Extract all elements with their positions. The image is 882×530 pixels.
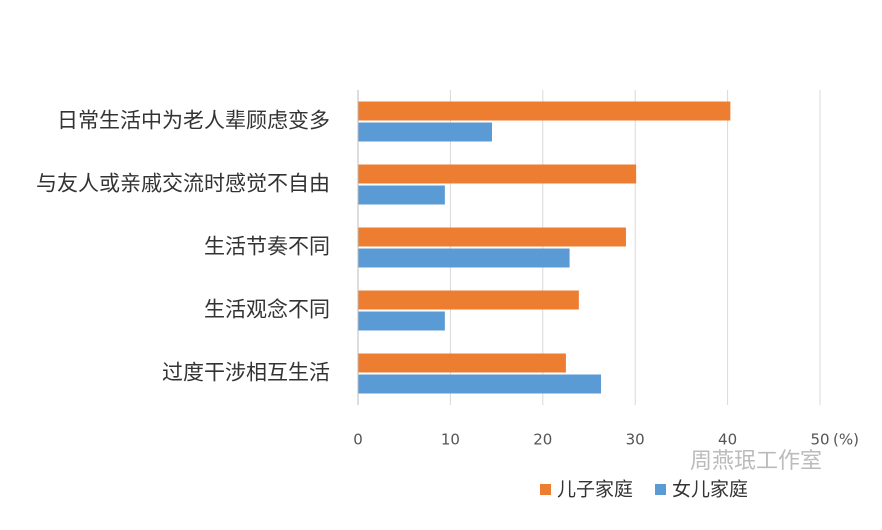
legend-label: 儿子家庭 (557, 479, 633, 501)
x-tick-label: 30 (626, 431, 645, 449)
category-label: 生活观念不同 (204, 298, 330, 322)
x-tick-label: 50 (810, 431, 829, 449)
x-tick-label: 40 (718, 431, 737, 449)
category-label: 与友人或亲戚交流时感觉不自由 (36, 172, 330, 196)
bar (358, 374, 602, 394)
bar (358, 101, 731, 121)
x-unit: (%) (833, 431, 859, 449)
bar (358, 353, 566, 373)
watermark: 周燕珉工作室 (690, 449, 822, 474)
bar (358, 311, 445, 331)
bar (358, 290, 579, 310)
category-label: 过度干涉相互生活 (162, 361, 330, 385)
x-tick-label: 10 (441, 431, 460, 449)
category-label: 日常生活中为老人辈顾虑变多 (57, 109, 330, 133)
legend-swatch (540, 484, 551, 495)
category-label: 生活节奏不同 (204, 235, 330, 259)
legend-label: 女儿家庭 (672, 479, 748, 501)
bar (358, 248, 570, 268)
x-tick-label: 0 (353, 431, 363, 449)
bar (358, 227, 626, 247)
x-tick-label: 20 (533, 431, 552, 449)
bar (358, 164, 637, 184)
bar (358, 122, 492, 142)
bar (358, 185, 445, 205)
legend-swatch (655, 484, 666, 495)
